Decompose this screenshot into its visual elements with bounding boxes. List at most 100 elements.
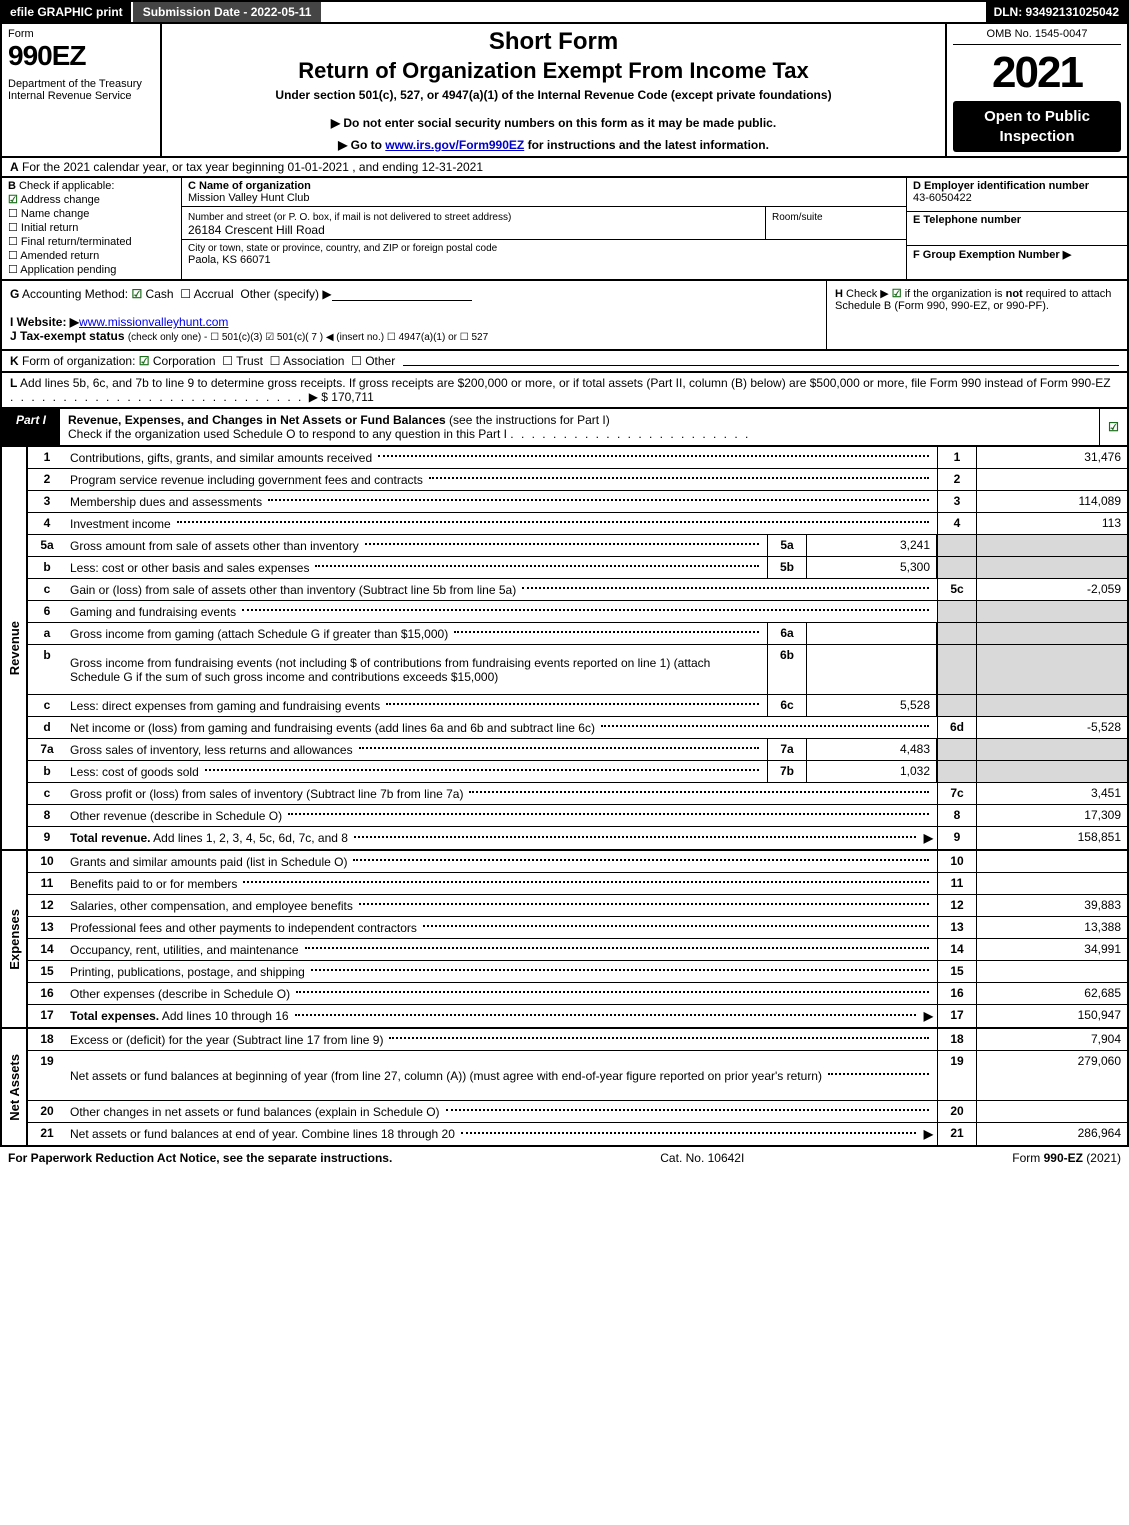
right-line-value: [977, 873, 1127, 894]
line-description: Gross profit or (loss) from sales of inv…: [66, 783, 937, 804]
line-description: Net assets or fund balances at end of ye…: [66, 1123, 937, 1145]
right-line-number: 20: [937, 1101, 977, 1122]
line-number: 14: [28, 939, 66, 960]
line-number: b: [28, 761, 66, 782]
right-line-number: 21: [937, 1123, 977, 1145]
right-line-number: 18: [937, 1029, 977, 1050]
tax-year: 2021: [953, 51, 1121, 95]
line-number: c: [28, 783, 66, 804]
schedule-o-checkbox: ☑: [1099, 409, 1127, 445]
table-row: bGross income from fundraising events (n…: [28, 645, 1127, 695]
right-line-number: 11: [937, 873, 977, 894]
netassets-rows: 18Excess or (deficit) for the year (Subt…: [28, 1029, 1127, 1145]
table-row: cLess: direct expenses from gaming and f…: [28, 695, 1127, 717]
row-g: G Accounting Method: ☑ Cash ☐ Accrual Ot…: [2, 281, 827, 349]
line-description: Gross amount from sale of assets other t…: [66, 535, 767, 556]
sub-line-number: 5a: [767, 535, 807, 556]
table-row: 8Other revenue (describe in Schedule O)8…: [28, 805, 1127, 827]
right-line-value: 62,685: [977, 983, 1127, 1004]
checkbox-item: ☑ Address change: [8, 193, 175, 206]
arrow-icon: ▶: [924, 1009, 933, 1023]
right-line-value: [977, 469, 1127, 490]
right-line-number: 12: [937, 895, 977, 916]
line-number: 8: [28, 805, 66, 826]
revenue-rows: 1Contributions, gifts, grants, and simil…: [28, 447, 1127, 849]
line-description: Gain or (loss) from sale of assets other…: [66, 579, 937, 600]
accrual-label: Accrual: [194, 287, 234, 301]
sub-line-number: 7b: [767, 761, 807, 782]
sub-line-value: 5,528: [807, 695, 937, 716]
netassets-section: Net Assets 18Excess or (deficit) for the…: [0, 1029, 1129, 1147]
table-row: bLess: cost of goods sold7b1,032: [28, 761, 1127, 783]
right-line-value: 150,947: [977, 1005, 1127, 1027]
line-description: Occupancy, rent, utilities, and maintena…: [66, 939, 937, 960]
part-i-label: Part I: [2, 409, 60, 445]
line-number: 19: [28, 1051, 66, 1100]
right-line-value: [977, 961, 1127, 982]
line-number: 1: [28, 447, 66, 468]
right-line-value: 34,991: [977, 939, 1127, 960]
right-line-number: 7c: [937, 783, 977, 804]
website-label: I Website: ▶: [10, 315, 79, 329]
right-line-value: 286,964: [977, 1123, 1127, 1145]
checkbox-item: ☐ Final return/terminated: [8, 235, 175, 248]
netassets-sidelabel: Net Assets: [2, 1029, 28, 1145]
expenses-sidelabel: Expenses: [2, 851, 28, 1027]
org-name: Mission Valley Hunt Club: [188, 192, 309, 204]
paperwork-notice: For Paperwork Reduction Act Notice, see …: [8, 1151, 392, 1165]
table-row: 19Net assets or fund balances at beginni…: [28, 1051, 1127, 1101]
right-line-value: [977, 535, 1127, 556]
right-line-number: 17: [937, 1005, 977, 1027]
line-number: c: [28, 579, 66, 600]
right-line-value: [977, 761, 1127, 782]
expenses-section: Expenses 10Grants and similar amounts pa…: [0, 851, 1129, 1029]
right-line-number: 14: [937, 939, 977, 960]
row-gh: G Accounting Method: ☑ Cash ☐ Accrual Ot…: [0, 281, 1129, 351]
right-line-number: 8: [937, 805, 977, 826]
line-description: Benefits paid to or for members: [66, 873, 937, 894]
right-line-number: [937, 601, 977, 622]
line-description: Less: cost or other basis and sales expe…: [66, 557, 767, 578]
tax-exempt-text: (check only one) - ☐ 501(c)(3) ☑ 501(c)(…: [128, 332, 488, 343]
ssn-warning: ▶ Do not enter social security numbers o…: [168, 116, 939, 130]
right-line-number: 19: [937, 1051, 977, 1100]
table-row: 1Contributions, gifts, grants, and simil…: [28, 447, 1127, 469]
line-number: 11: [28, 873, 66, 894]
row-a: A For the 2021 calendar year, or tax yea…: [0, 158, 1129, 178]
line-number: d: [28, 717, 66, 738]
line-number: 17: [28, 1005, 66, 1027]
checkbox-item: ☐ Name change: [8, 207, 175, 220]
phone-label: E Telephone number: [913, 214, 1021, 226]
right-line-number: 4: [937, 513, 977, 534]
expenses-rows: 10Grants and similar amounts paid (list …: [28, 851, 1127, 1027]
right-line-value: [977, 645, 1127, 694]
part-i-note: (see the instructions for Part I): [449, 413, 610, 427]
table-row: 9Total revenue. Add lines 1, 2, 3, 4, 5c…: [28, 827, 1127, 849]
header-mid: Short Form Return of Organization Exempt…: [162, 24, 947, 156]
line-description: Net income or (loss) from gaming and fun…: [66, 717, 937, 738]
irs-link[interactable]: www.irs.gov/Form990EZ: [385, 138, 524, 152]
sub-line-value: [807, 623, 937, 644]
table-row: 15Printing, publications, postage, and s…: [28, 961, 1127, 983]
right-line-value: [977, 695, 1127, 716]
ein-label: D Employer identification number: [913, 180, 1089, 192]
row-l-label: L: [10, 376, 17, 390]
line-description: Total revenue. Add lines 1, 2, 3, 4, 5c,…: [66, 827, 937, 849]
form-of-org: Form of organization: ☑ Corporation ☐ Tr…: [22, 354, 395, 368]
line-number: 10: [28, 851, 66, 872]
footer: For Paperwork Reduction Act Notice, see …: [0, 1147, 1129, 1169]
right-line-value: 113: [977, 513, 1127, 534]
website-link[interactable]: www.missionvalleyhunt.com: [79, 315, 228, 329]
right-line-number: 5c: [937, 579, 977, 600]
line-description: Gaming and fundraising events: [66, 601, 937, 622]
row-k-label: K: [10, 354, 19, 368]
part-i-title-text: Revenue, Expenses, and Changes in Net As…: [68, 413, 446, 427]
table-row: 18Excess or (deficit) for the year (Subt…: [28, 1029, 1127, 1051]
table-row: 12Salaries, other compensation, and empl…: [28, 895, 1127, 917]
table-row: 11Benefits paid to or for members11: [28, 873, 1127, 895]
top-bar: efile GRAPHIC print Submission Date - 20…: [0, 0, 1129, 24]
right-line-number: 16: [937, 983, 977, 1004]
right-line-value: 31,476: [977, 447, 1127, 468]
right-line-number: [937, 739, 977, 760]
cash-label: Cash: [146, 287, 174, 301]
